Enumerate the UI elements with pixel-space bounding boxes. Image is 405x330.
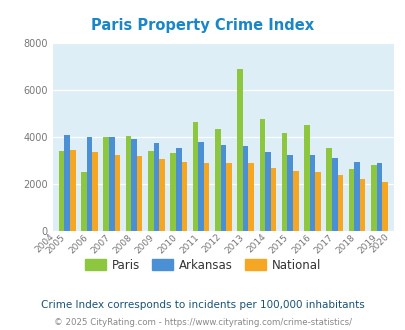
Bar [81, 172, 87, 231]
Bar [375, 163, 381, 231]
Bar [181, 162, 187, 231]
Bar [270, 168, 275, 231]
Bar [326, 148, 331, 231]
Bar [159, 159, 164, 231]
Bar [170, 153, 175, 231]
Bar [203, 163, 209, 231]
Bar [303, 125, 309, 231]
Bar [136, 156, 142, 231]
Bar [237, 69, 242, 231]
Bar [192, 122, 198, 231]
Bar [242, 147, 248, 231]
Bar [220, 145, 226, 231]
Bar [359, 179, 364, 231]
Bar [248, 163, 253, 231]
Bar [370, 165, 375, 231]
Bar [64, 135, 70, 231]
Bar [331, 158, 337, 231]
Bar [287, 154, 292, 231]
Bar [198, 142, 203, 231]
Bar [131, 139, 136, 231]
Bar [109, 137, 114, 231]
Bar [92, 152, 98, 231]
Bar [59, 151, 64, 231]
Bar [126, 136, 131, 231]
Bar [259, 119, 264, 231]
Bar [87, 137, 92, 231]
Bar [314, 172, 320, 231]
Bar [114, 154, 120, 231]
Bar [214, 129, 220, 231]
Legend: Paris, Arkansas, National: Paris, Arkansas, National [80, 254, 325, 276]
Bar [309, 154, 314, 231]
Bar [103, 137, 109, 231]
Bar [148, 151, 153, 231]
Text: © 2025 CityRating.com - https://www.cityrating.com/crime-statistics/: © 2025 CityRating.com - https://www.city… [54, 318, 351, 327]
Bar [175, 148, 181, 231]
Bar [292, 171, 298, 231]
Bar [70, 150, 75, 231]
Bar [381, 182, 387, 231]
Bar [354, 162, 359, 231]
Bar [337, 175, 342, 231]
Bar [348, 169, 354, 231]
Bar [264, 152, 270, 231]
Bar [281, 133, 287, 231]
Text: Paris Property Crime Index: Paris Property Crime Index [91, 18, 314, 33]
Bar [153, 143, 159, 231]
Text: Crime Index corresponds to incidents per 100,000 inhabitants: Crime Index corresponds to incidents per… [41, 300, 364, 310]
Bar [226, 163, 231, 231]
